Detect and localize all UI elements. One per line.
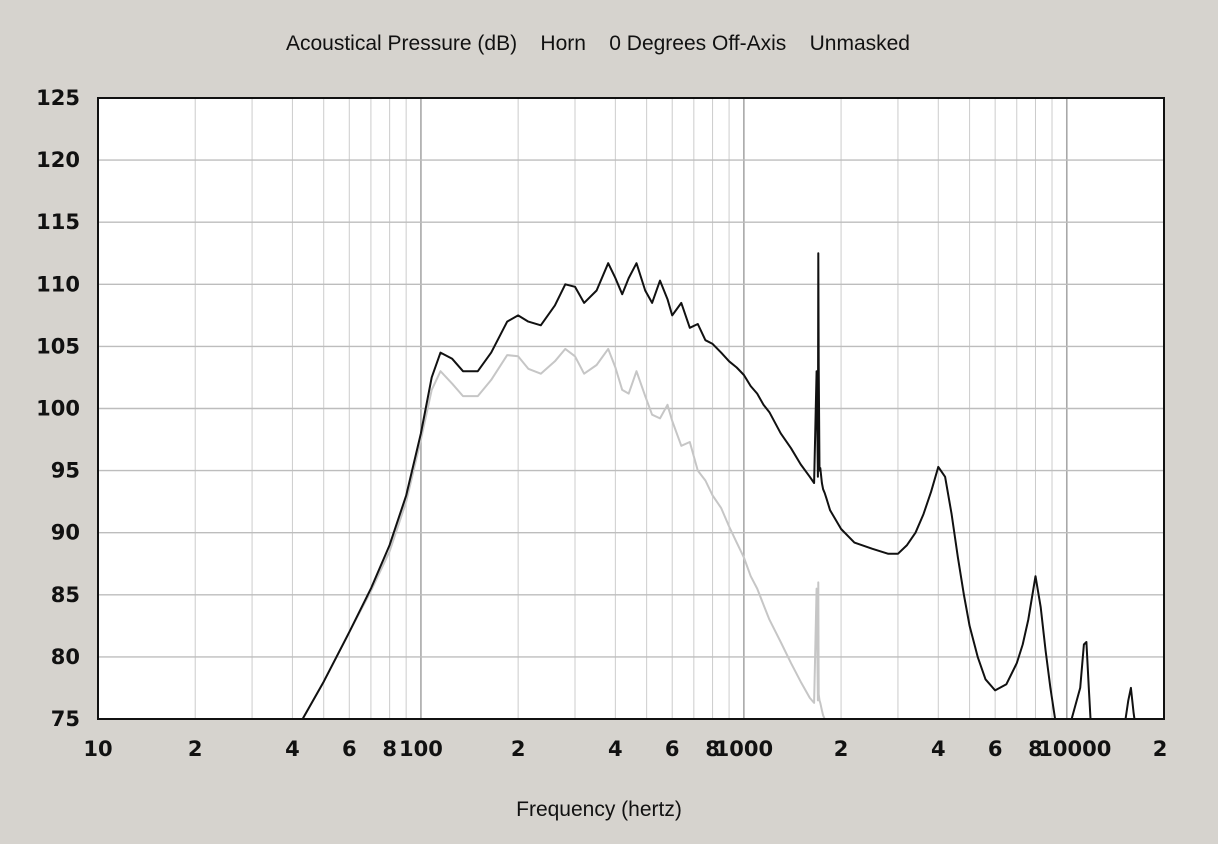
x-tick-label: 2 [834,737,849,761]
x-tick-label: 2 [188,737,203,761]
series-line-0 [301,252,1136,719]
x-tick-label: 8 [382,737,397,761]
x-tick-label: 4 [285,737,300,761]
x-tick-label: 6 [342,737,357,761]
y-tick-label: 115 [36,210,80,234]
y-tick-label: 90 [51,521,80,545]
x-tick-label: 8 [1028,737,1043,761]
x-tick-label: 2 [511,737,526,761]
x-tick-label: 100 [399,737,443,761]
x-tick-label: 1000 [715,737,773,761]
grid [98,98,1164,719]
x-tick-label: 10 [83,737,112,761]
x-tick-label: 6 [665,737,680,761]
x-tick-label: 4 [608,737,623,761]
y-tick-label: 125 [36,86,80,110]
y-axis-ticks: 125 120 115 110 105 100 95 90 85 80 75 [36,86,80,731]
y-tick-label: 120 [36,148,80,172]
x-tick-label: 10000 [1038,737,1111,761]
y-tick-label: 105 [36,334,80,358]
y-tick-label: 100 [36,397,80,421]
chart-title: Acoustical Pressure (dB) Horn 0 Degrees … [285,32,910,55]
x-tick-label: 4 [931,737,946,761]
x-axis-label: Frequency (hertz) [516,798,682,821]
x-tick-label: 6 [988,737,1003,761]
y-tick-label: 85 [51,583,80,607]
y-tick-label: 75 [51,707,80,731]
series-layer [301,252,1136,719]
y-tick-label: 110 [36,272,80,296]
y-tick-label: 80 [51,645,80,669]
plot-border [97,97,1165,720]
x-tick-label: 8 [705,737,720,761]
x-tick-label: 2 [1153,737,1168,761]
y-tick-label: 95 [51,459,80,483]
series-line-1 [301,347,828,719]
